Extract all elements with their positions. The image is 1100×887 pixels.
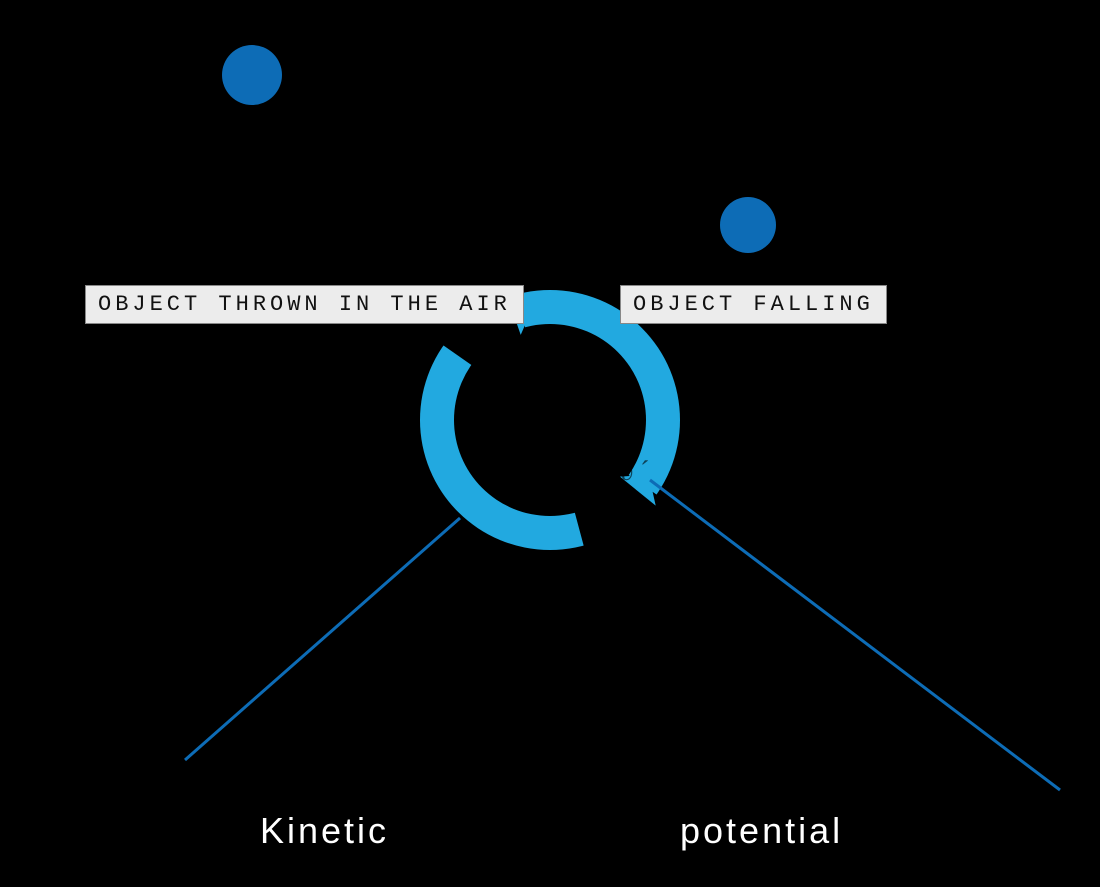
ring-arrow-bottom — [620, 475, 656, 506]
footer-potential-text: potential — [680, 810, 843, 852]
boundary-line-right — [650, 480, 1060, 790]
boundary-line-left — [185, 518, 460, 760]
energy-cycle-ring — [420, 290, 680, 550]
label-object-thrown-text: OBJECT THROWN IN THE AIR — [98, 292, 511, 317]
diagram-svg: ʋ ˊ — [0, 0, 1100, 887]
label-object-falling-text: OBJECT FALLING — [633, 292, 874, 317]
diagram-stage: ʋ ˊ OBJECT THROWN IN THE AIR OBJECT FALL… — [0, 0, 1100, 887]
scribble-mark: ʋ ˊ — [620, 456, 649, 487]
ball-thrown-icon — [222, 45, 282, 105]
label-object-thrown: OBJECT THROWN IN THE AIR — [85, 285, 524, 324]
label-object-falling: OBJECT FALLING — [620, 285, 887, 324]
ball-falling-icon — [720, 197, 776, 253]
footer-kinetic-text: Kinetic — [260, 810, 389, 852]
